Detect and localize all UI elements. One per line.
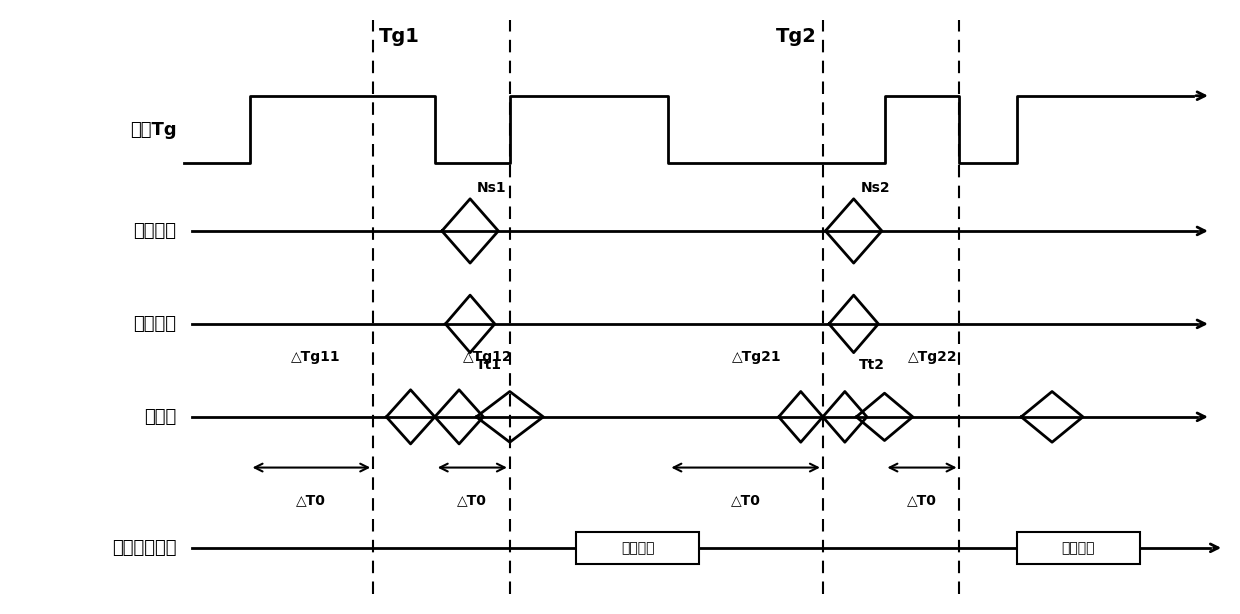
Text: 内插値: 内插値 bbox=[144, 408, 176, 426]
Text: Ns2: Ns2 bbox=[861, 182, 890, 195]
Text: △Tg22: △Tg22 bbox=[908, 351, 957, 365]
Text: 一次测量: 一次测量 bbox=[621, 541, 655, 555]
Text: Tg2: Tg2 bbox=[776, 27, 817, 46]
Text: △Tg21: △Tg21 bbox=[732, 351, 781, 365]
Text: Tg1: Tg1 bbox=[379, 27, 420, 46]
FancyBboxPatch shape bbox=[1017, 532, 1141, 564]
Text: 事件计数: 事件计数 bbox=[134, 222, 176, 240]
Text: △T0: △T0 bbox=[458, 493, 487, 507]
Text: △T0: △T0 bbox=[296, 493, 326, 507]
FancyBboxPatch shape bbox=[575, 532, 699, 564]
Text: Tt2: Tt2 bbox=[859, 358, 885, 371]
Text: 二次测量: 二次测量 bbox=[1061, 541, 1095, 555]
Text: △T0: △T0 bbox=[730, 493, 760, 507]
Text: Tt1: Tt1 bbox=[475, 358, 501, 371]
Text: 数据处理时序: 数据处理时序 bbox=[112, 539, 176, 557]
Text: △Tg12: △Tg12 bbox=[463, 351, 512, 365]
Text: Ns1: Ns1 bbox=[477, 182, 507, 195]
Text: 闸门Tg: 闸门Tg bbox=[130, 120, 176, 139]
Text: 时基计数: 时基计数 bbox=[134, 315, 176, 333]
Text: △T0: △T0 bbox=[908, 493, 937, 507]
Text: △Tg11: △Tg11 bbox=[291, 351, 341, 365]
